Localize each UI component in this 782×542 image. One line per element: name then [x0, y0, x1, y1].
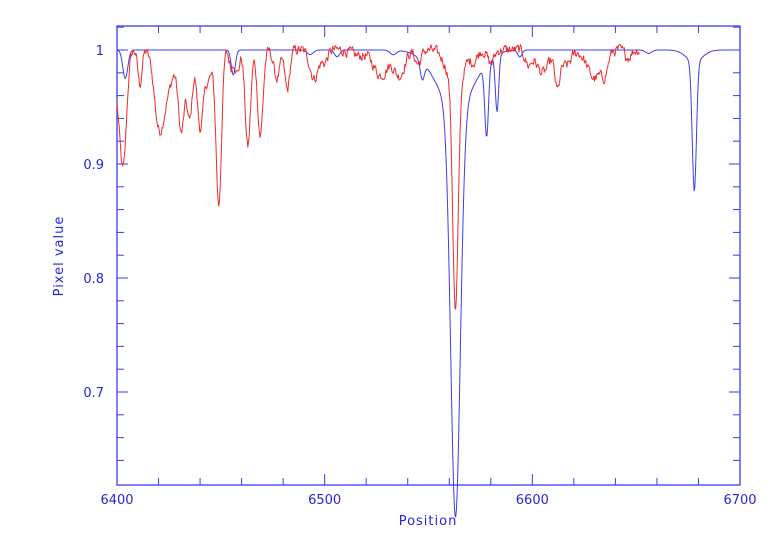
plot-series: [116, 43, 740, 518]
y-tick-label: 0.7: [83, 386, 104, 401]
plot-axes: [116, 25, 741, 486]
x-tick-label: 6600: [516, 493, 549, 508]
x-axis-label: Position: [399, 514, 458, 529]
red-spectrum-line: [116, 43, 640, 310]
plot-frame: [116, 25, 741, 486]
x-tick-label: 6500: [308, 493, 341, 508]
blue-spectrum-line: [116, 49, 740, 518]
y-tick-label: 0.8: [83, 272, 104, 287]
x-tick-label: 6700: [723, 493, 756, 508]
tick-labels: 6400 6500 6600 6700 0.7 0.8 0.9 1: [83, 44, 756, 508]
y-axis-label: Pixel value: [52, 216, 67, 297]
x-tick-label: 6400: [100, 493, 133, 508]
y-tick-label: 1: [96, 44, 104, 59]
y-tick-label: 0.9: [83, 158, 104, 173]
